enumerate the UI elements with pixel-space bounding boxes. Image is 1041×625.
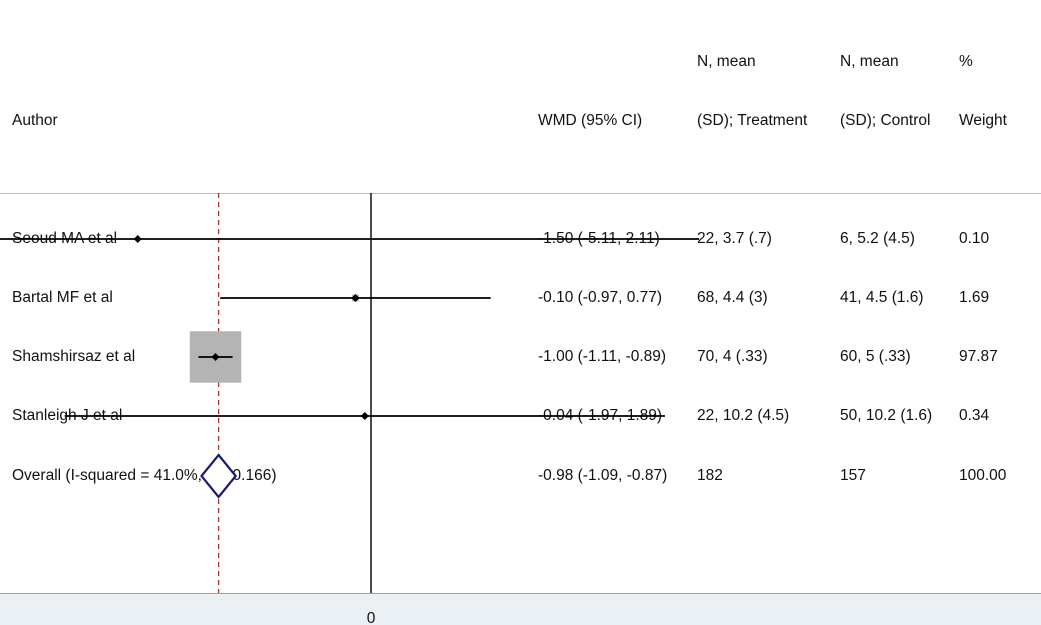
header-weight-line2: Weight: [959, 112, 1007, 129]
overall-treatment: 182: [697, 467, 723, 484]
study-control: 60, 5 (.33): [840, 348, 911, 365]
header-author: Author: [12, 112, 58, 129]
header-wmd: WMD (95% CI): [538, 112, 643, 129]
study-control: 6, 5.2 (4.5): [840, 230, 915, 247]
point-estimate: [133, 235, 142, 243]
point-estimate: [351, 294, 360, 302]
header-treatment-line1: N, mean: [697, 53, 756, 70]
study-control: 41, 4.5 (1.6): [840, 289, 924, 306]
header-control-line2: (SD); Control: [840, 112, 931, 129]
study-author: Bartal MF et al: [12, 289, 113, 306]
study-treatment: 22, 10.2 (4.5): [697, 407, 790, 424]
point-estimate: [360, 412, 369, 420]
axis-band: [0, 593, 1041, 625]
study-weight: 0.34: [959, 407, 990, 424]
study-control: 50, 10.2 (1.6): [840, 407, 933, 424]
overall-weight: 100.00: [959, 467, 1007, 484]
header-weight-line1: %: [959, 53, 973, 70]
header-divider: [0, 193, 1041, 194]
header-treatment-line2: (SD); Treatment: [697, 112, 808, 129]
study-weight: 97.87: [959, 348, 998, 365]
study-wmd: -1.00 (-1.11, -0.89): [538, 348, 667, 365]
study-author: Shamshirsaz et al: [12, 348, 136, 365]
overall-wmd: -0.98 (-1.09, -0.87): [538, 467, 668, 484]
study-treatment: 68, 4.4 (3): [697, 289, 768, 306]
point-estimate: [211, 353, 220, 361]
study-treatment: 70, 4 (.33): [697, 348, 768, 365]
overall-diamond: [200, 453, 238, 499]
study-wmd: -0.10 (-0.97, 0.77): [538, 289, 663, 306]
study-treatment: 22, 3.7 (.7): [697, 230, 772, 247]
study-weight: 0.10: [959, 230, 990, 247]
x-axis-line: [0, 593, 1041, 594]
overall-control: 157: [840, 467, 866, 484]
study-weight: 1.69: [959, 289, 990, 306]
x-tick-label: 0: [367, 610, 376, 625]
header-control-line1: N, mean: [840, 53, 899, 70]
